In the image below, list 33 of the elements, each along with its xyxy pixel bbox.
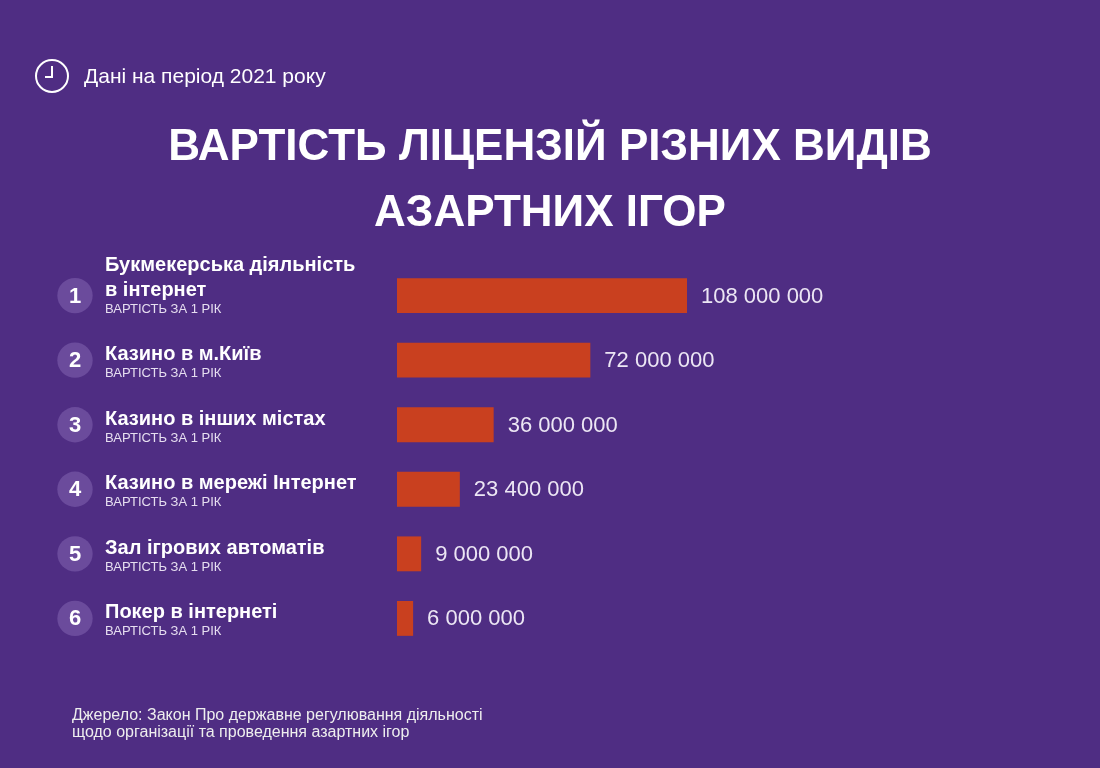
y-tick-label: Зал ігрових автоматів bbox=[105, 535, 325, 558]
text: 2 bbox=[68, 347, 82, 373]
chart-title: ВАРТІСТЬ ЛІЦЕНЗІЙ РІЗНИХ ВИДІВ АЗАРТНИХ ІГОР bbox=[167, 118, 933, 237]
text: 3 bbox=[68, 411, 82, 437]
y-tick-label: Покер в інтернеті bbox=[105, 600, 278, 623]
bar bbox=[397, 536, 422, 572]
data-label: 6 000 000 bbox=[427, 605, 525, 631]
text: Джерело: Закон Про державне регулювання діяльності щодо організації та проведення азартних ігор bbox=[72, 706, 484, 740]
data-label: 72 000 000 bbox=[604, 347, 715, 373]
bar bbox=[397, 407, 494, 443]
y-tick-label: Казино в м.Київ bbox=[105, 342, 262, 365]
y-tick-label: Казино в інших містах bbox=[105, 406, 326, 429]
data-label: 36 000 000 bbox=[507, 411, 618, 437]
text: Дані на період 2021 року bbox=[84, 64, 326, 88]
data-label: 108 000 000 bbox=[701, 282, 824, 308]
bar bbox=[397, 471, 460, 507]
bar bbox=[397, 600, 414, 636]
text: 6 bbox=[68, 605, 82, 631]
bar bbox=[397, 278, 687, 314]
y-tick-label: Казино в мережі Інтернет bbox=[105, 471, 357, 494]
text: ВАРТІСТЬ ЗА 1 РІК bbox=[105, 558, 222, 574]
data-label: 9 000 000 bbox=[435, 540, 534, 566]
text: 4 bbox=[68, 476, 82, 502]
text: ВАРТІСТЬ ЗА 1 РІК bbox=[105, 365, 222, 381]
text: ВАРТІСТЬ ЗА 1 РІК bbox=[105, 300, 222, 316]
text: ВАРТІСТЬ ЗА 1 РІК bbox=[105, 494, 222, 510]
text: ВАРТІСТЬ ЗА 1 РІК bbox=[105, 429, 222, 445]
data-label: 23 400 000 bbox=[473, 476, 584, 502]
y-tick-label: Букмекерська діяльність в інтернет bbox=[105, 252, 356, 300]
text: 1 bbox=[68, 282, 82, 308]
text: 5 bbox=[68, 540, 82, 566]
text: ВАРТІСТЬ ЗА 1 РІК bbox=[105, 623, 222, 639]
bar bbox=[397, 342, 591, 378]
